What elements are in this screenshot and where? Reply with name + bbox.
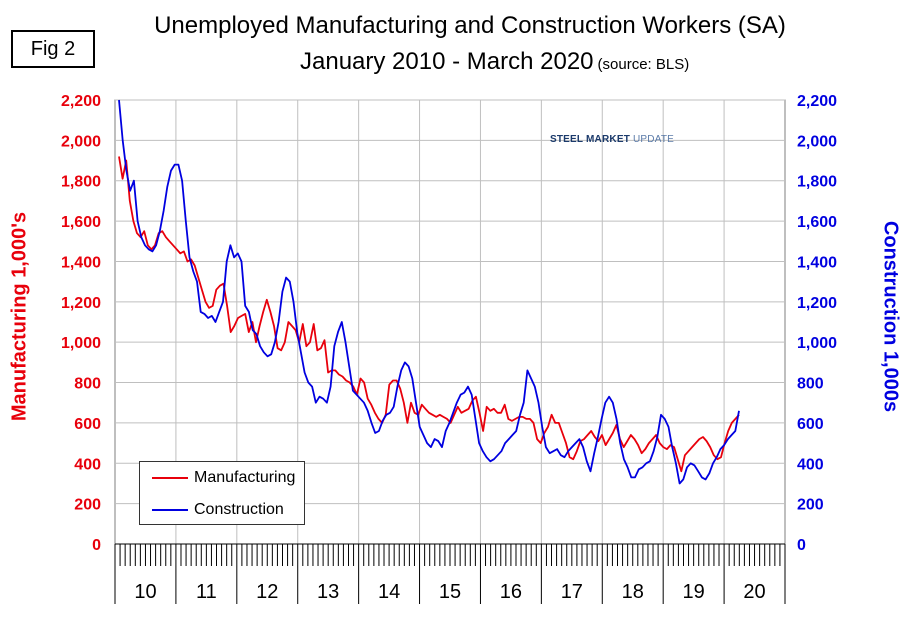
x-tick-label: 19 xyxy=(683,581,705,603)
y-tick-label-right: 800 xyxy=(797,376,824,393)
y-tick-label-right: 400 xyxy=(797,456,824,473)
y-tick-label-left: 200 xyxy=(74,497,101,514)
x-tick-label: 18 xyxy=(622,581,644,603)
logo-text-update: UPDATE xyxy=(632,134,675,145)
y-tick-label-right: 2,000 xyxy=(797,133,837,150)
x-tick-label: 11 xyxy=(196,581,217,603)
y-tick-label-right: 1,000 xyxy=(797,335,837,352)
legend-item-manufacturing: Manufacturing xyxy=(152,469,295,487)
x-tick-label: 13 xyxy=(317,581,339,603)
legend-item-construction: Construction xyxy=(152,501,284,519)
chart-subtitle: January 2010 - March 2020 (source: BLS) xyxy=(300,48,689,76)
series-line-construction xyxy=(118,99,740,485)
chart-title: Unemployed Manufacturing and Constructio… xyxy=(154,12,786,39)
x-tick-label: 16 xyxy=(500,581,522,603)
y-tick-label-right: 600 xyxy=(797,416,824,433)
y-tick-label-right: 0 xyxy=(797,537,806,554)
y-tick-label-left: 1,000 xyxy=(61,335,101,352)
y-tick-label-left: 800 xyxy=(74,376,101,393)
y-tick-label-right: 1,200 xyxy=(797,295,837,312)
date-range: January 2010 - March 2020 xyxy=(300,48,594,75)
y-tick-label-right: 1,800 xyxy=(797,174,837,191)
y-tick-label-left: 1,600 xyxy=(61,214,101,231)
y-tick-label-left: 0 xyxy=(92,537,101,554)
legend-label-manufacturing: Manufacturing xyxy=(194,469,296,486)
y-tick-label-left: 1,400 xyxy=(61,254,101,271)
y-tick-label-left: 600 xyxy=(74,416,101,433)
legend-swatch-manufacturing xyxy=(152,477,188,479)
legend: Manufacturing Construction xyxy=(139,461,305,525)
steel-market-update-logo: STEEL MARKET UPDATE xyxy=(550,134,674,145)
legend-label-construction: Construction xyxy=(194,501,284,518)
y-tick-label-right: 2,200 xyxy=(797,93,837,110)
y-tick-label-right: 1,400 xyxy=(797,254,837,271)
y-tick-label-right: 1,600 xyxy=(797,214,837,231)
y-tick-label-left: 2,200 xyxy=(61,93,101,110)
series-line-manufacturing xyxy=(118,156,740,473)
x-tick-label: 14 xyxy=(378,581,400,603)
x-tick-label: 12 xyxy=(256,581,278,603)
figure-label: Fig 2 xyxy=(11,30,95,68)
x-tick-label: 20 xyxy=(743,581,765,603)
y-tick-label-left: 1,800 xyxy=(61,174,101,191)
x-tick-label: 10 xyxy=(134,581,156,603)
legend-swatch-construction xyxy=(152,509,188,511)
y-axis-label-right: Construction 1,000s xyxy=(879,220,902,413)
y-tick-label-left: 1,200 xyxy=(61,295,101,312)
y-tick-label-left: 400 xyxy=(74,456,101,473)
y-axis-label-left: Manufacturing 1,000's xyxy=(8,211,31,422)
y-tick-label-left: 2,000 xyxy=(61,133,101,150)
x-tick-label: 17 xyxy=(561,581,583,603)
y-tick-label-right: 200 xyxy=(797,497,824,514)
source-note: (source: BLS) xyxy=(597,56,690,73)
logo-text: STEEL MARKET xyxy=(550,134,630,145)
x-tick-label: 15 xyxy=(439,581,461,603)
